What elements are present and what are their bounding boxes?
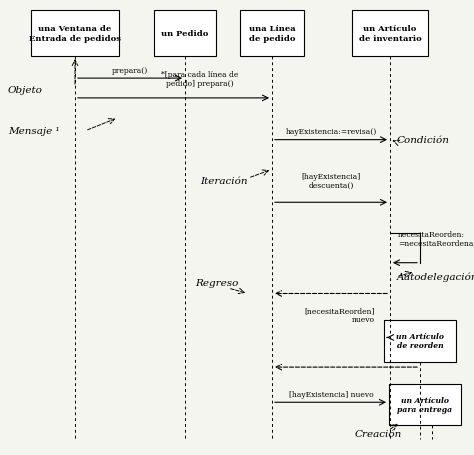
Text: Regreso: Regreso (195, 278, 238, 288)
Text: un Artículo
de inventario: un Artículo de inventario (359, 25, 421, 43)
Bar (384, 320, 456, 362)
Text: *[para cada línea de
pedido] prepara(): *[para cada línea de pedido] prepara() (161, 71, 239, 88)
Text: Creación: Creación (355, 429, 402, 438)
Text: un Pedido: un Pedido (161, 30, 209, 38)
Text: Objeto: Objeto (8, 86, 43, 94)
Bar (31, 11, 119, 57)
Text: Autodelegación: Autodelegación (397, 272, 474, 281)
Text: Iteración: Iteración (200, 177, 247, 185)
Text: un Artículo
de reorden: un Artículo de reorden (396, 333, 444, 349)
Text: Mensaje ¹: Mensaje ¹ (8, 127, 60, 136)
Text: [hayExistencia] nuevo: [hayExistencia] nuevo (289, 390, 374, 398)
Bar (154, 11, 216, 57)
Bar (352, 11, 428, 57)
Text: hayExistencia:=revisa(): hayExistencia:=revisa() (285, 128, 377, 136)
Text: una Línea
de pedido: una Línea de pedido (249, 25, 295, 43)
Text: [hayExistencia]
descuenta(): [hayExistencia] descuenta() (301, 172, 361, 190)
Text: un Artículo
para entrega: un Artículo para entrega (397, 396, 453, 413)
Bar (240, 11, 304, 57)
Text: prepara(): prepara() (112, 66, 148, 75)
Text: Condición: Condición (397, 136, 450, 145)
Text: una Ventana de
Entrada de pedidos: una Ventana de Entrada de pedidos (29, 25, 121, 43)
Text: [necesitaReorden]
nuevo: [necesitaReorden] nuevo (304, 306, 375, 324)
Bar (389, 384, 461, 425)
Text: necesitaReorden:
=necesitaReordenar(): necesitaReorden: =necesitaReordenar() (398, 230, 474, 248)
